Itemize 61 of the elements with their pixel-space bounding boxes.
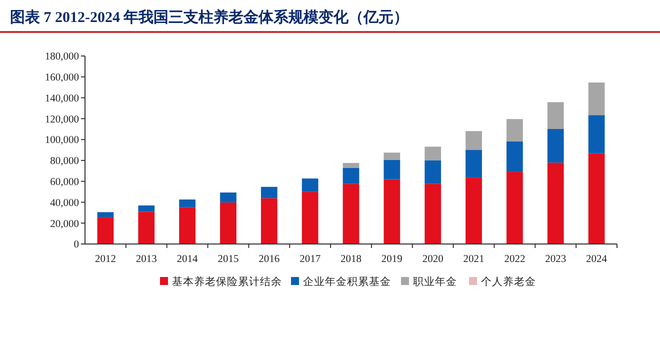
bar (547, 129, 564, 163)
bar (97, 217, 114, 244)
bar (424, 160, 442, 184)
x-tick-label: 2021 (463, 254, 484, 265)
x-tick-label: 2017 (300, 254, 321, 265)
x-tick-label: 2020 (422, 254, 444, 265)
y-tick-label: 100,000 (44, 135, 79, 146)
x-tick-label: 2019 (381, 254, 402, 265)
y-tick-label: 160,000 (44, 72, 79, 84)
bar (302, 178, 318, 192)
y-tick-label: 60,000 (50, 177, 79, 188)
legend-label: 基本养老保险累计结余 (172, 275, 282, 288)
x-tick-label: 2012 (94, 254, 116, 265)
bar (342, 168, 360, 184)
x-tick-label: 2013 (136, 254, 157, 265)
bar (547, 162, 564, 244)
bar (424, 184, 442, 244)
x-tick-label: 2023 (545, 254, 566, 265)
bar (302, 192, 318, 244)
y-tick-label: 140,000 (44, 93, 79, 104)
chart-title: 图表 7 2012-2024 年我国三支柱养老金体系规模变化（亿元） (10, 8, 409, 26)
x-tick-label: 2014 (176, 254, 199, 265)
legend-label: 企业年金积累基金 (303, 275, 391, 288)
bar (179, 200, 196, 208)
x-tick-label: 2015 (218, 254, 239, 265)
legend-label: 职业年金 (413, 275, 457, 288)
legend-label: 个人养老金 (481, 275, 536, 288)
bar (138, 212, 155, 244)
x-tick-label: 2024 (586, 254, 608, 265)
y-tick-label: 0 (74, 240, 79, 251)
bar (588, 153, 605, 244)
bar (260, 198, 278, 244)
bar (260, 186, 278, 198)
bar (97, 212, 114, 218)
bar (466, 178, 482, 244)
bar (506, 119, 523, 142)
bar (138, 205, 155, 212)
bar (220, 192, 236, 202)
x-tick-label: 2016 (258, 254, 280, 265)
x-tick-label: 2018 (340, 254, 362, 265)
bar (424, 146, 442, 160)
y-tick-label: 40,000 (50, 198, 79, 209)
bar (342, 162, 360, 168)
bar (384, 179, 400, 244)
bar (588, 115, 605, 154)
y-tick-label: 80,000 (50, 156, 79, 168)
y-tick-label: 120,000 (44, 114, 79, 126)
bar (466, 131, 482, 150)
bar (466, 150, 482, 178)
bar (588, 82, 605, 116)
x-tick-label: 2022 (504, 254, 526, 265)
y-tick-label: 20,000 (50, 218, 79, 230)
bar (547, 102, 564, 130)
bar (220, 202, 236, 244)
bar (506, 141, 523, 172)
bar (506, 172, 523, 244)
y-tick-label: 180,000 (44, 52, 79, 63)
bar (179, 207, 196, 244)
bar (384, 160, 400, 180)
bar (342, 184, 360, 244)
bar (384, 152, 400, 160)
